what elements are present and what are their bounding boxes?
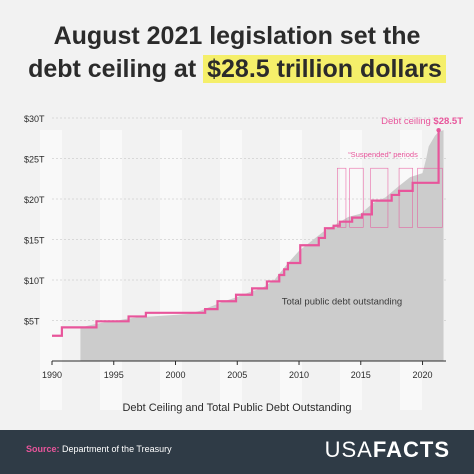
x-tick-label: 2020 <box>413 370 433 380</box>
x-tick-label: 2010 <box>289 370 309 380</box>
ceiling-annotation-label: Debt ceiling <box>381 116 433 127</box>
x-tick-label: 1995 <box>104 370 124 380</box>
y-tick-label: $30T <box>24 114 45 124</box>
suspended-period-box <box>417 167 443 228</box>
x-tick-label: 2015 <box>351 370 371 380</box>
x-tick-label: 1990 <box>42 370 62 380</box>
x-tick-label: 2000 <box>165 370 185 380</box>
axes-layer: $5T $10T $15T $20T $25T $30T 1990 1995 2000 2005 2… <box>24 114 446 380</box>
source-label: Source: <box>26 444 60 454</box>
chart-subtitle: Debt Ceiling and Total Public Debt Outst… <box>122 402 352 414</box>
annotation-layer: Debt ceiling $28.5T “Suspended” periods To… <box>282 116 463 307</box>
suspended-label: “Suspended” periods <box>348 150 418 159</box>
source-note: Source: Department of the Treasury <box>26 444 172 454</box>
ceiling-annotation: Debt ceiling $28.5T <box>381 116 463 127</box>
suspended-period-box <box>337 167 347 228</box>
title-line-2-text: debt ceiling at <box>28 55 197 83</box>
ceiling-step-layer <box>52 127 441 337</box>
title-highlight: $28.5 trillion dollars <box>203 55 446 83</box>
footer-bar <box>0 430 474 474</box>
y-tick-label: $25T <box>24 155 45 165</box>
ceiling-annotation-value: $28.5T <box>433 116 463 127</box>
debt-ceiling-line <box>52 130 440 337</box>
area-label: Total public debt outstanding <box>282 296 402 307</box>
title-line-1: August 2021 legislation set the <box>53 22 421 50</box>
suspended-period-box <box>370 167 389 228</box>
chart-title: August 2021 legislation set the debt cei… <box>0 20 474 86</box>
title-line-2: debt ceiling at $28.5 trillion dollars <box>0 53 474 86</box>
y-tick-label: $10T <box>24 276 45 286</box>
y-tick-label: $20T <box>24 195 45 205</box>
suspended-period-box <box>398 167 413 228</box>
y-tick-label: $15T <box>24 236 45 246</box>
y-tick-label: $5T <box>24 317 40 327</box>
suspended-periods-layer <box>337 167 443 228</box>
logo-usa: USA <box>324 437 373 462</box>
debt-area <box>80 130 444 361</box>
debt-ceiling-endpoint <box>436 127 441 133</box>
debt-area-layer <box>80 130 444 361</box>
logo-facts: FACTS <box>372 437 450 462</box>
usafacts-logo: USAFACTS <box>325 437 450 463</box>
source-text: Department of the Treasury <box>62 444 172 454</box>
x-tick-label: 2005 <box>227 370 247 380</box>
suspended-period-box <box>349 167 364 228</box>
